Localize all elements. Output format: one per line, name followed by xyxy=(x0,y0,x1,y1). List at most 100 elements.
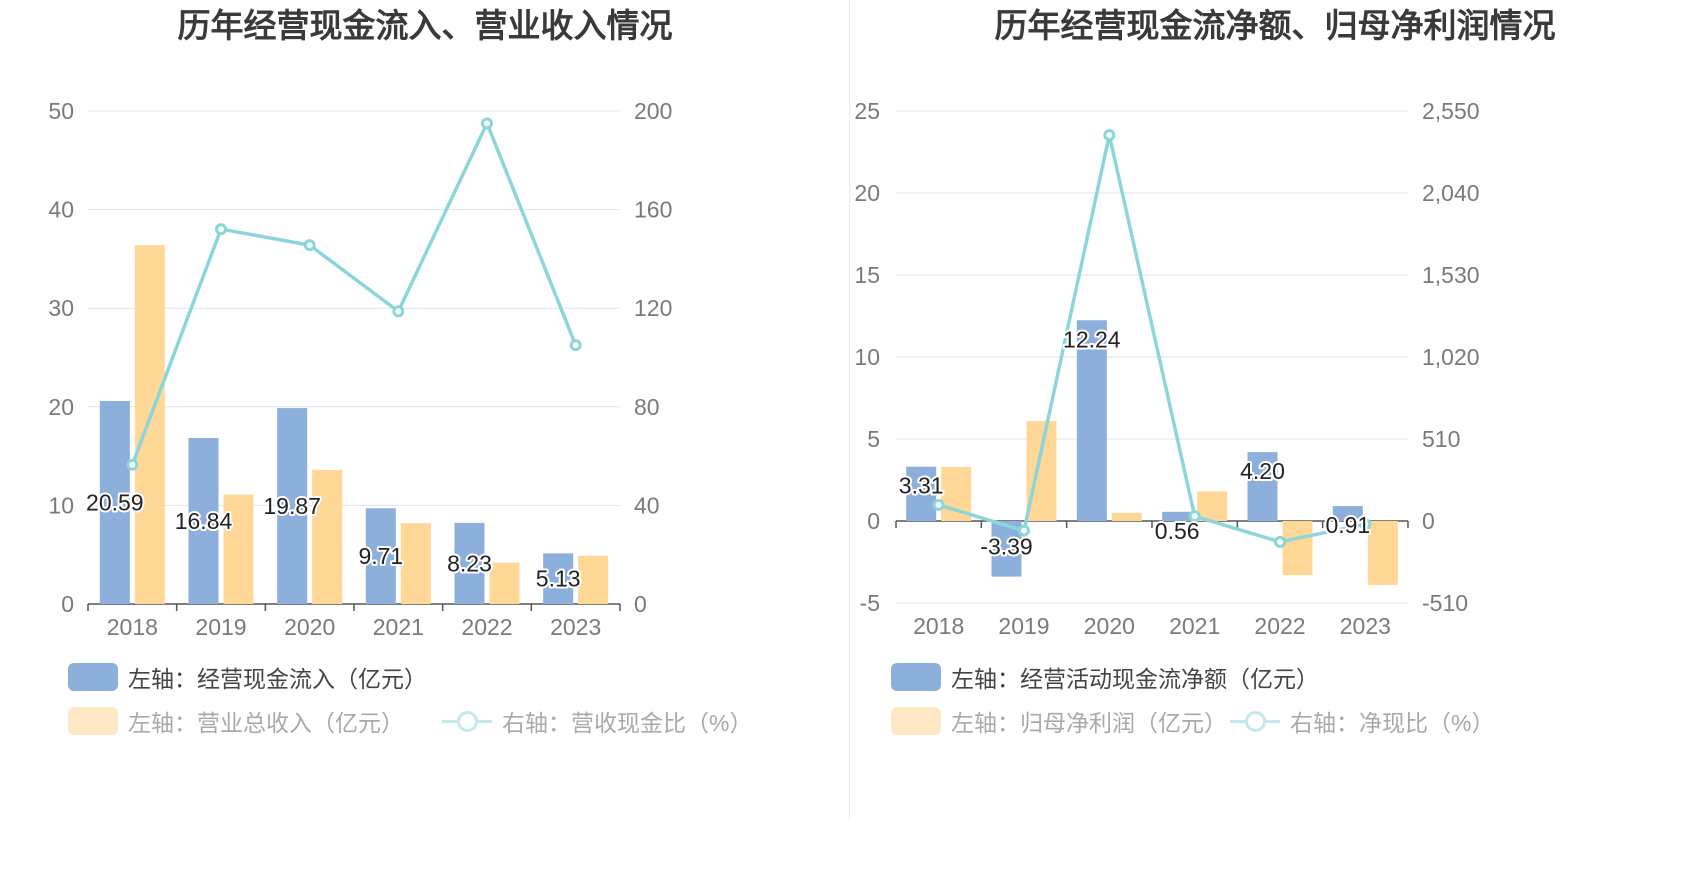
chart-title-left: 历年经营现金流入、营业收入情况 xyxy=(177,7,673,44)
bar-primary xyxy=(277,408,308,604)
bar-secondary xyxy=(223,494,254,604)
line-point xyxy=(1359,518,1372,531)
x-tick-label: 2023 xyxy=(550,614,601,640)
legend-swatch-cash-inflow xyxy=(68,663,118,691)
legend-label-total-revenue: 左轴：营业总收入（亿元） xyxy=(128,710,404,736)
y-right-tick-label: 0 xyxy=(1422,508,1435,534)
bar-primary xyxy=(906,466,937,521)
y-right-tick-label: 1,530 xyxy=(1422,262,1480,288)
x-tick-label: 2019 xyxy=(195,614,246,640)
bar-data-label: 8.23 xyxy=(447,550,492,576)
y-left-tick-label: -5 xyxy=(860,590,880,616)
bar-data-label: 9.71 xyxy=(358,543,403,569)
legend-label-net-operating-cash: 左轴：经营活动现金流净额（亿元） xyxy=(951,666,1319,692)
legend-swatch-net-operating-cash xyxy=(891,663,941,691)
bar-primary xyxy=(454,522,485,604)
y-right-tick-label: 200 xyxy=(634,98,672,124)
bar-data-label: 0.56 xyxy=(1155,518,1200,544)
bar-primary xyxy=(1332,506,1363,521)
x-tick-label: 2018 xyxy=(107,614,158,640)
line-series xyxy=(938,133,1366,544)
line-series xyxy=(130,121,578,466)
y-right-tick-label: 2,040 xyxy=(1422,180,1480,206)
bar-primary xyxy=(1076,320,1107,521)
legend-item-net-profit[interactable]: 左轴：归母净利润（亿元） xyxy=(891,706,1227,736)
bar-data-label: 3.31 xyxy=(899,473,944,499)
y-right-tick-label: 120 xyxy=(634,295,672,321)
legend-label-net-cash-ratio: 右轴：净现比（%） xyxy=(1290,710,1495,736)
bar-secondary xyxy=(1111,512,1142,521)
legend-item-cash-inflow[interactable]: 左轴：经营现金流入（亿元） xyxy=(68,662,427,692)
legend-swatch-total-revenue xyxy=(68,707,118,735)
bar-primary xyxy=(543,553,574,604)
y-left-tick-label: 15 xyxy=(854,262,880,288)
y-left-tick-label: 10 xyxy=(854,344,880,370)
bar-data-label: -3.39 xyxy=(980,534,1032,560)
bar-primary xyxy=(1247,452,1278,521)
x-tick-label: 2018 xyxy=(913,613,964,639)
y-left-tick-label: 20 xyxy=(854,180,880,206)
line-point xyxy=(932,498,945,511)
bar-data-label: 16.84 xyxy=(175,508,233,534)
x-tick-label: 2021 xyxy=(373,614,424,640)
line-point xyxy=(1103,129,1116,142)
bar-data-label: 5.13 xyxy=(536,566,581,592)
legend-line-icon-net-cash-ratio xyxy=(1230,707,1280,735)
y-left-tick-label: 50 xyxy=(48,98,74,124)
y-right-tick-label: 80 xyxy=(634,394,660,420)
x-tick-label: 2021 xyxy=(1169,613,1220,639)
bar-primary xyxy=(991,521,1022,577)
y-right-tick-label: -510 xyxy=(1422,590,1468,616)
line-point xyxy=(1188,510,1201,523)
legend-label-revenue-cash-ratio: 右轴：营收现金比（%） xyxy=(502,710,753,736)
y-left-tick-label: 10 xyxy=(48,492,74,518)
legend-item-net-cash-ratio[interactable]: 右轴：净现比（%） xyxy=(1230,706,1494,736)
y-right-tick-label: 1,020 xyxy=(1422,344,1480,370)
bar-data-label: 12.24 xyxy=(1063,326,1121,352)
line-point xyxy=(1274,535,1286,548)
y-right-tick-label: 40 xyxy=(634,492,660,518)
x-tick-label: 2023 xyxy=(1340,613,1391,639)
y-right-tick-label: 2,550 xyxy=(1422,98,1480,124)
bar-data-label: 20.59 xyxy=(86,489,144,515)
legend-item-total-revenue[interactable]: 左轴：营业总收入（亿元） xyxy=(68,706,404,736)
chart-plot-right: -5 -510 0 0 5 510 10 1,020 15 1,530 20 2,040 25 2,550… xyxy=(854,98,1480,639)
y-left-tick-label: 25 xyxy=(854,98,880,124)
legend-item-net-operating-cash[interactable]: 左轴：经营活动现金流净额（亿元） xyxy=(891,662,1319,692)
bar-secondary xyxy=(1197,491,1228,521)
line-point xyxy=(303,239,316,252)
legend-item-revenue-cash-ratio[interactable]: 右轴：营收现金比（%） xyxy=(442,706,752,736)
line-point xyxy=(1018,524,1030,537)
y-left-tick-label: 0 xyxy=(61,591,74,617)
x-tick-label: 2020 xyxy=(284,614,335,640)
y-left-tick-label: 30 xyxy=(48,295,74,321)
y-right-tick-label: 0 xyxy=(634,591,647,617)
y-left-tick-label: 20 xyxy=(48,394,74,420)
x-tick-label: 2020 xyxy=(1084,613,1135,639)
x-tick-label: 2022 xyxy=(1254,613,1305,639)
bar-data-label: 0.91 xyxy=(1325,512,1370,538)
bar-primary xyxy=(1162,511,1193,521)
bar-primary xyxy=(365,508,396,604)
bar-secondary xyxy=(312,469,343,604)
bar-primary xyxy=(188,437,219,604)
chart-plot-left: 0 0 10 40 20 80 30 120 40 160 50 200 2018 2019 2020 202… xyxy=(48,98,672,640)
line-point xyxy=(126,458,139,471)
line-point xyxy=(481,117,493,130)
bar-secondary xyxy=(578,555,609,604)
chart-panel-right: 历年经营现金流净额、归母净利润情况 -5 -510 0 0 5 510 10 1,020 15 1… xyxy=(850,0,1700,874)
panel-divider xyxy=(849,0,850,820)
bar-secondary xyxy=(1026,420,1057,521)
line-point xyxy=(215,223,227,236)
bar-secondary xyxy=(134,245,165,604)
y-left-tick-label: 40 xyxy=(48,197,74,223)
legend-line-icon-revenue-cash-ratio xyxy=(442,707,492,735)
chart-title-right: 历年经营现金流净额、归母净利润情况 xyxy=(994,7,1556,44)
x-tick-label: 2019 xyxy=(998,613,1049,639)
y-right-tick-label: 160 xyxy=(634,197,672,223)
bar-secondary xyxy=(489,562,520,604)
line-point xyxy=(392,305,405,318)
legend-label-net-profit: 左轴：归母净利润（亿元） xyxy=(951,710,1227,736)
legend-label-cash-inflow: 左轴：经营现金流入（亿元） xyxy=(128,666,427,692)
bar-primary xyxy=(99,400,130,604)
